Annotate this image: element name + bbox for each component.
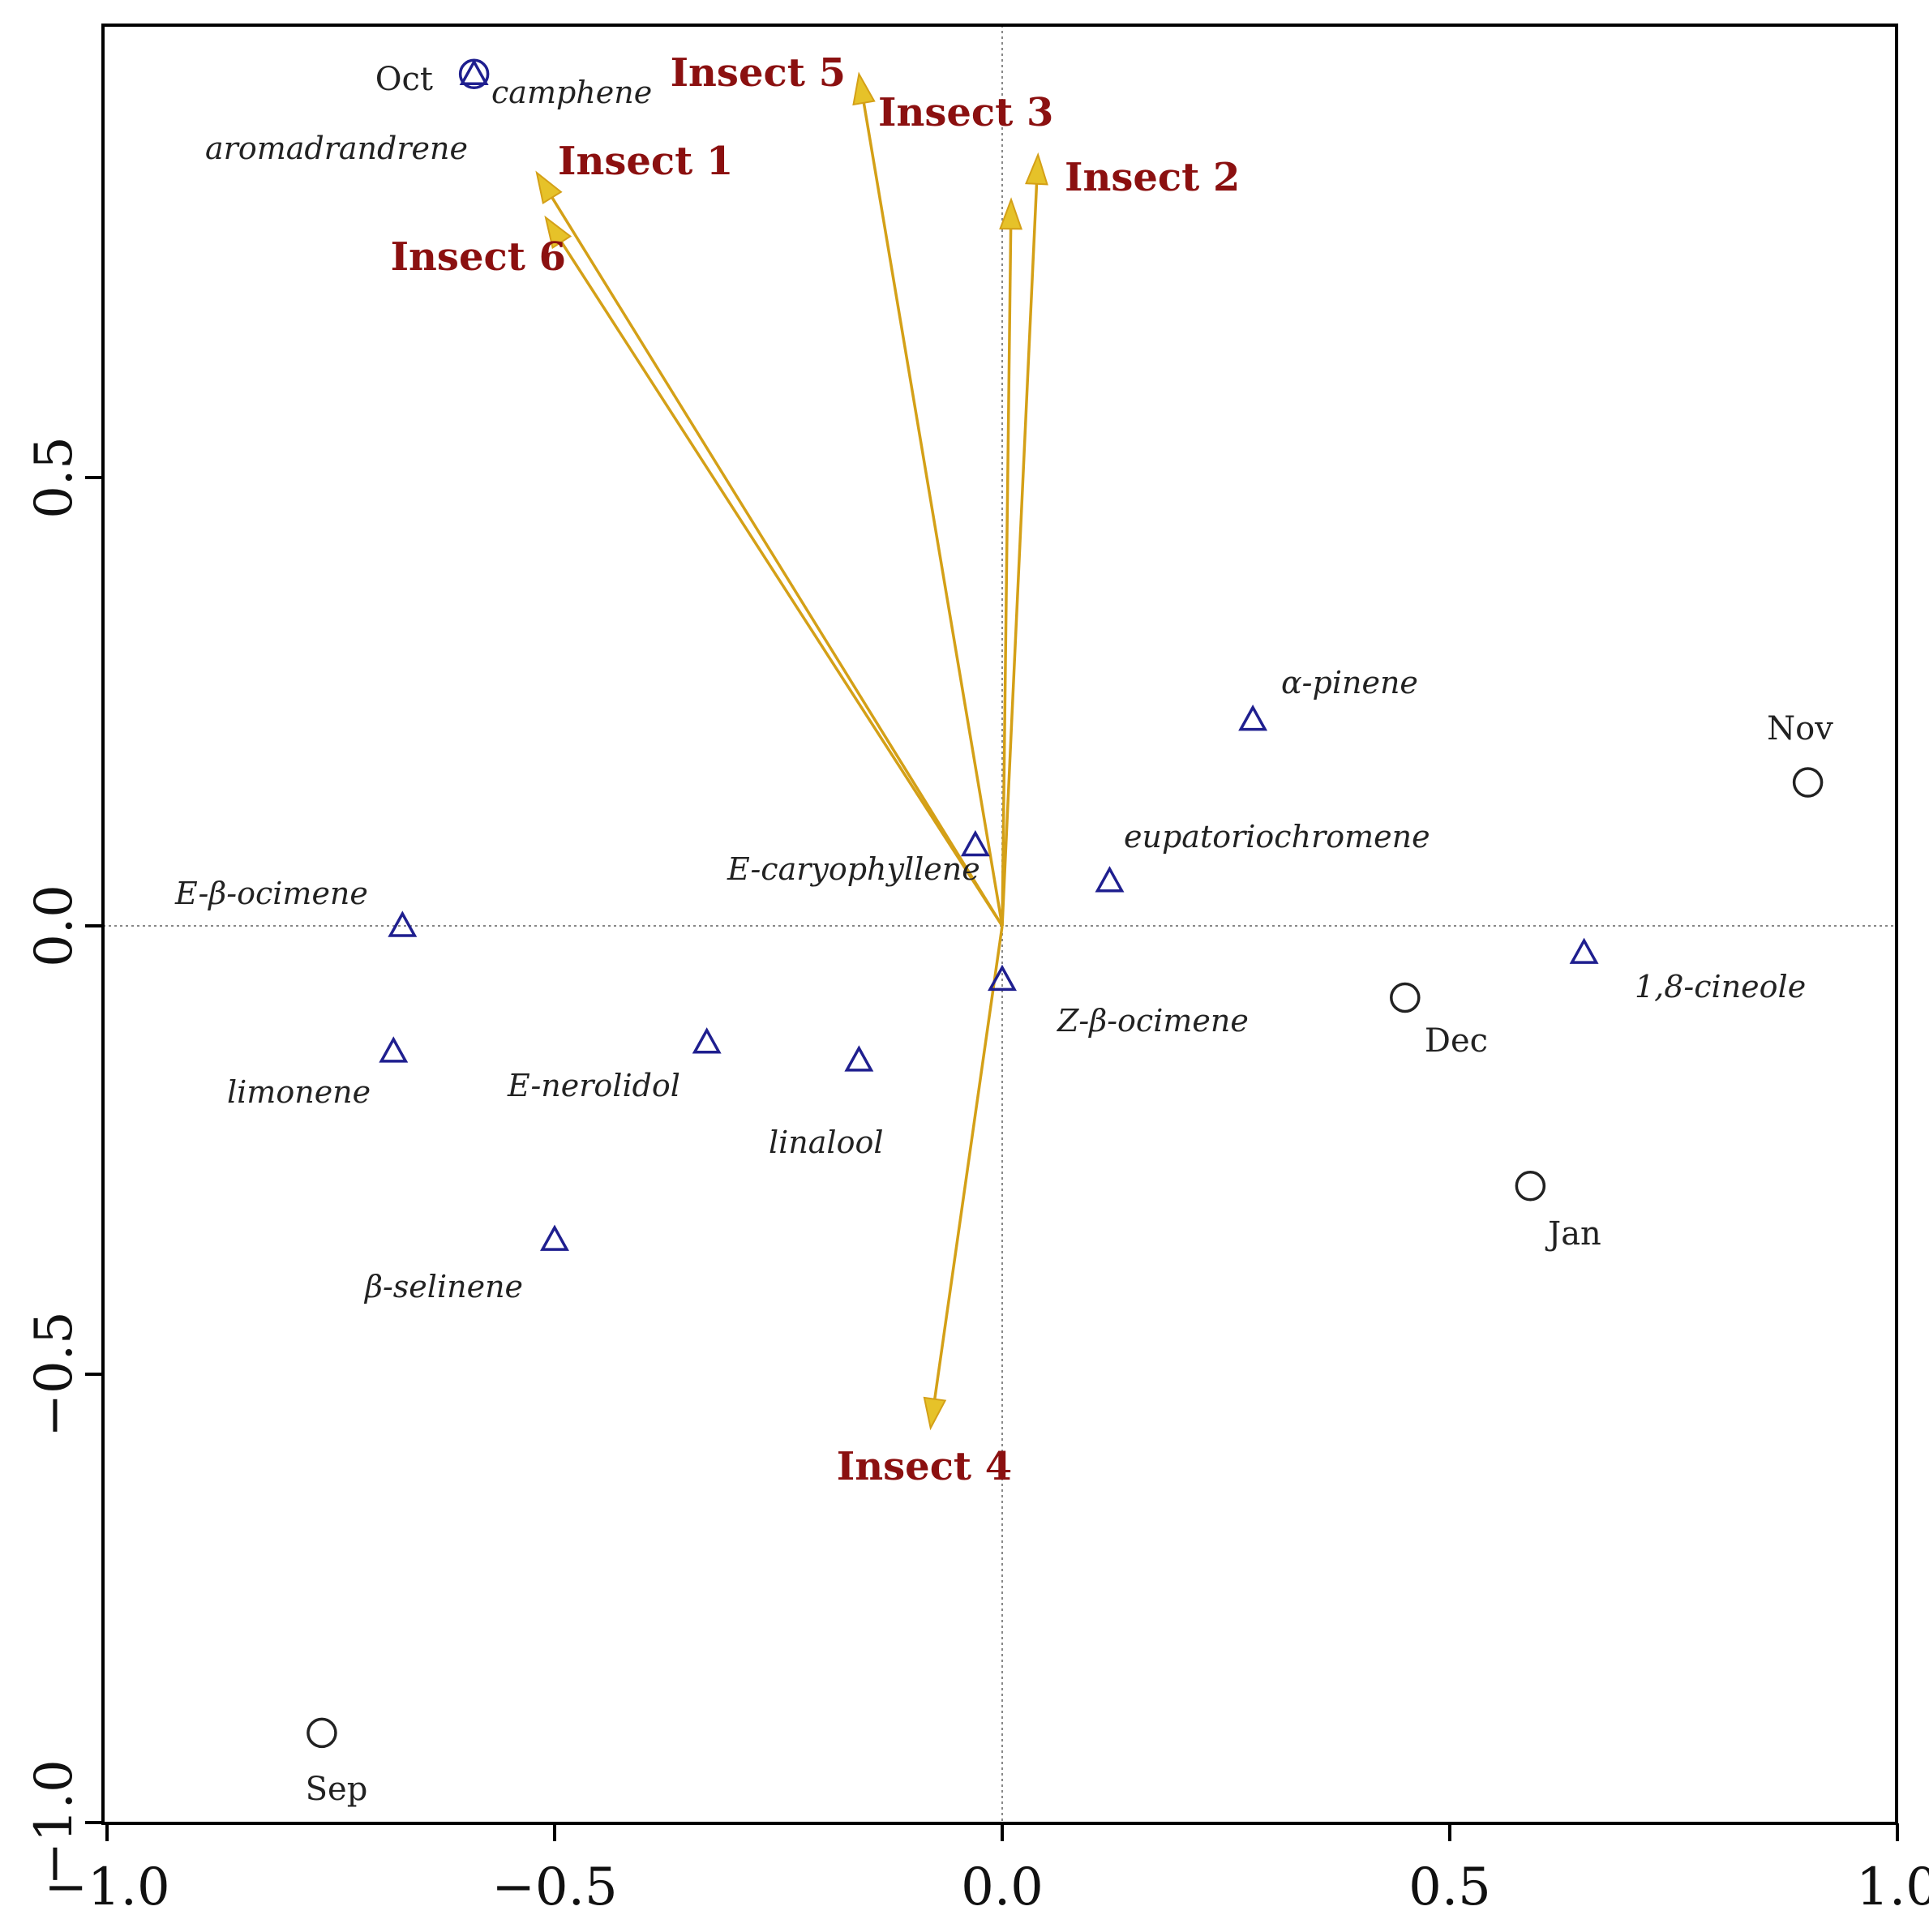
- x-tick-label: 1.0: [1856, 1857, 1929, 1917]
- arrow-shaft: [559, 241, 1004, 927]
- y-tick-label: 0.0: [24, 885, 84, 967]
- insect-label: Insect 3: [878, 90, 1053, 135]
- site-label: Dec: [1425, 1022, 1488, 1060]
- insect-label: Insect 4: [837, 1444, 1012, 1489]
- x-tick-label: −0.5: [491, 1857, 617, 1917]
- arrow-head: [852, 71, 876, 106]
- site-circle: [1390, 982, 1421, 1013]
- compound-label: 1,8-cineole: [1635, 969, 1806, 1005]
- compound-label: E-β-ocimene: [174, 876, 368, 911]
- arrow-shaft: [933, 925, 1004, 1399]
- compound-label: aromadrandrene: [205, 131, 468, 166]
- arrow-head: [999, 197, 1023, 230]
- site-circle: [1792, 767, 1824, 798]
- y-tick-label: 0.5: [24, 436, 84, 519]
- axes: −1.0 −0.5 0.0 0.5 1.0 −1.0 −0.5 0.0 0.5: [24, 436, 1929, 1917]
- insect-arrows: [535, 71, 1048, 1431]
- y-tick-label: −1.0: [24, 1759, 84, 1885]
- compound-label: α-pinene: [1281, 665, 1418, 700]
- site-label: Oct: [375, 61, 433, 98]
- x-tick-label: 0.0: [961, 1857, 1044, 1917]
- arrow-shaft: [551, 196, 1004, 927]
- markers: [306, 58, 1824, 1749]
- compound-label: E-nerolidol: [507, 1068, 680, 1103]
- arrow-head: [535, 170, 563, 205]
- compound-triangle: [459, 58, 489, 86]
- compound-triangle: [1238, 705, 1268, 731]
- site-circle: [458, 58, 490, 90]
- compound-triangle: [1095, 866, 1125, 893]
- compound-triangle: [1569, 937, 1599, 964]
- compound-label: limonene: [227, 1074, 371, 1110]
- compound-label: E-caryophyllene: [727, 851, 980, 887]
- site-circle: [306, 1717, 337, 1749]
- compound-triangle: [379, 1036, 409, 1063]
- insect-label: Insect 6: [391, 234, 566, 280]
- arrow-head: [923, 1396, 947, 1431]
- compound-label: camphene: [491, 75, 652, 110]
- arrow-shaft: [1001, 229, 1013, 927]
- arrow-head: [544, 215, 572, 250]
- compound-triangle: [388, 910, 418, 937]
- site-label: Sep: [306, 1771, 368, 1808]
- compound-label: eupatoriochromene: [1124, 819, 1430, 855]
- y-tick-label: −0.5: [24, 1311, 84, 1437]
- arrow-shaft: [1001, 183, 1039, 927]
- site-circle: [1515, 1170, 1546, 1202]
- compound-label: linalool: [769, 1125, 884, 1160]
- x-tick-label: 0.5: [1408, 1857, 1491, 1917]
- site-label: Nov: [1767, 710, 1833, 748]
- compound-triangle: [692, 1027, 722, 1054]
- compound-triangle: [844, 1045, 874, 1072]
- compound-label: β-selinene: [363, 1269, 523, 1304]
- arrow-shaft: [862, 102, 1004, 927]
- insect-label: Insect 2: [1065, 155, 1240, 200]
- arrow-head: [1025, 152, 1048, 186]
- compound-triangle: [960, 829, 990, 857]
- compound-triangle: [540, 1224, 569, 1251]
- point-labels: Insect 1 Insect 2 Insect 3 Insect 4 Insect 5…: [174, 50, 1833, 1808]
- x-tick-label: −1.0: [44, 1857, 169, 1917]
- site-label: Jan: [1545, 1215, 1601, 1253]
- insect-label: Insect 5: [671, 50, 846, 96]
- compound-label: Z-β-ocimene: [1057, 1003, 1249, 1039]
- insect-label: Insect 1: [558, 139, 733, 184]
- compound-triangle: [988, 964, 1017, 992]
